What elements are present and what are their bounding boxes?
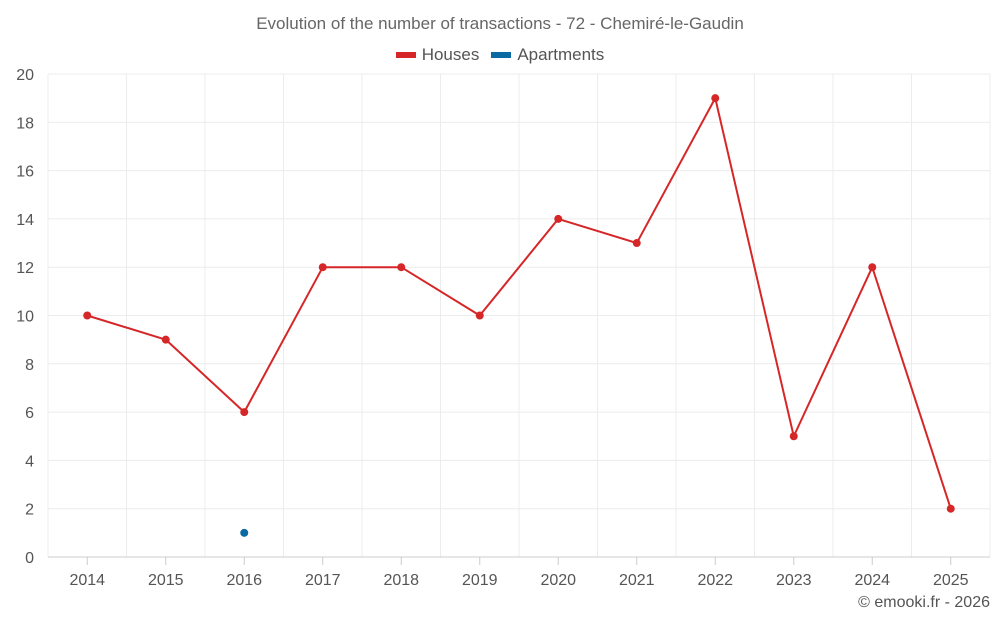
x-tick-label: 2014: [69, 572, 105, 589]
series-line-houses: [86, 97, 952, 510]
data-point-houses: [318, 263, 327, 272]
legend-item-houses[interactable]: Houses: [395, 45, 480, 65]
y-tick-label: 20: [16, 67, 34, 84]
x-tick-label: 2016: [226, 572, 262, 589]
y-tick-label: 16: [16, 164, 34, 181]
data-point-houses: [397, 263, 406, 272]
data-point-houses: [711, 94, 720, 103]
legend-swatch-apartments: [491, 52, 512, 58]
x-tick-label: 2025: [933, 572, 969, 589]
data-point-houses: [946, 504, 955, 513]
legend-item-apartments[interactable]: Apartments: [491, 45, 604, 65]
x-tick-label: 2019: [462, 572, 498, 589]
data-point-houses: [83, 311, 92, 320]
data-point-houses: [240, 408, 249, 417]
x-tick-label: 2017: [305, 572, 341, 589]
x-tick-label: 2015: [148, 572, 184, 589]
chart-title: Evolution of the number of transactions …: [256, 14, 744, 33]
data-point-houses: [161, 335, 170, 344]
y-tick-label: 6: [25, 405, 34, 422]
data-point-apartments: [240, 528, 249, 537]
credit-text: © emooki.fr - 2026: [858, 594, 990, 611]
y-tick-label: 14: [16, 212, 34, 229]
y-tick-label: 8: [25, 357, 34, 374]
legend-label-apartments: Apartments: [517, 45, 605, 64]
x-tick-label: 2024: [854, 572, 890, 589]
y-tick-label: 2: [25, 502, 34, 519]
data-point-houses: [632, 239, 641, 248]
legend-swatch-houses: [395, 52, 416, 58]
data-point-houses: [789, 432, 798, 441]
y-tick-label: 12: [16, 260, 34, 277]
y-tick-label: 18: [16, 115, 34, 132]
y-tick-label: 10: [16, 309, 34, 326]
legend: Houses Apartments: [0, 45, 1000, 65]
data-point-houses: [475, 311, 484, 320]
x-tick-label: 2022: [697, 572, 733, 589]
y-tick-label: 0: [25, 550, 34, 567]
data-point-houses: [554, 214, 563, 223]
data-point-houses: [868, 263, 877, 272]
x-tick-label: 2020: [540, 572, 576, 589]
legend-label-houses: Houses: [421, 45, 480, 64]
x-tick-label: 2018: [383, 572, 419, 589]
y-tick-label: 4: [25, 453, 34, 470]
x-tick-label: 2021: [619, 572, 655, 589]
x-tick-label: 2023: [776, 572, 812, 589]
